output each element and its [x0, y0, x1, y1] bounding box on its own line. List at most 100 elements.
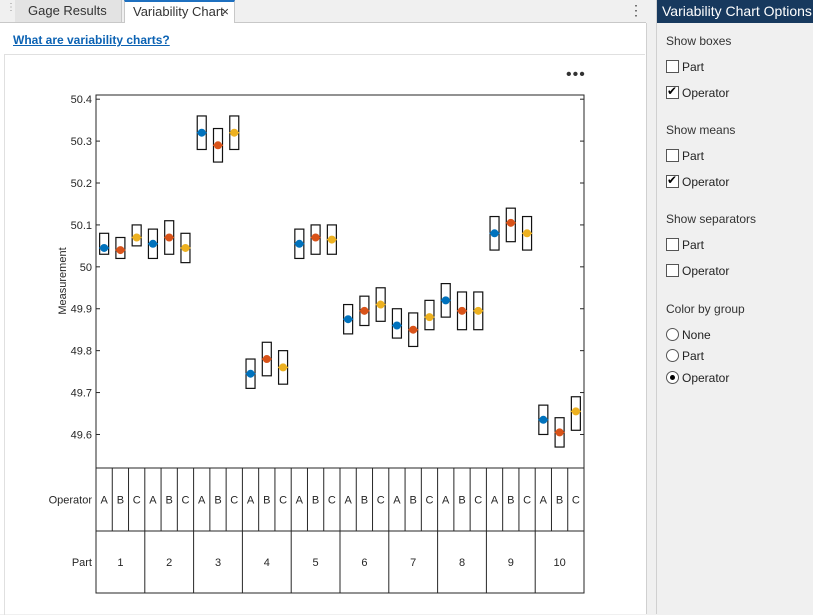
operator-label: A [491, 495, 499, 507]
operator-label: C [279, 495, 287, 507]
more-options-icon[interactable]: ⋮ [629, 2, 643, 18]
part-label: 10 [553, 557, 565, 569]
checkbox-icon[interactable] [666, 60, 679, 74]
operator-label: C [230, 495, 238, 507]
operator-label: B [263, 495, 270, 507]
operator-label: A [247, 495, 255, 507]
operator-label: C [377, 495, 385, 507]
operator-label: B [361, 495, 368, 507]
section-color-by-group: Color by group [666, 302, 745, 316]
checkbox-label: Part [682, 149, 705, 163]
y-tick-label: 50.4 [71, 94, 92, 106]
checkbox-separators-operator[interactable]: Operator [666, 264, 729, 278]
checkbox-separators-part[interactable]: Part [666, 238, 704, 252]
part-label: 4 [264, 557, 270, 569]
operator-label: A [344, 495, 352, 507]
variability-box [99, 232, 110, 255]
y-tick-label: 50 [80, 262, 92, 274]
operator-label: C [523, 495, 531, 507]
operator-label: B [312, 495, 319, 507]
checkbox-icon[interactable] [666, 264, 679, 278]
section-show-separators: Show separators [666, 212, 757, 226]
y-tick-label: 50.3 [71, 136, 92, 148]
options-panel: Variability Chart Options Show boxes Par… [656, 0, 813, 614]
part-label: 8 [459, 557, 465, 569]
checkbox-label: Operator [682, 175, 730, 189]
section-show-means: Show means [666, 123, 736, 137]
checkbox-label: Part [682, 238, 705, 252]
radio-label: Operator [682, 371, 730, 385]
close-icon[interactable]: × [221, 4, 229, 19]
operator-label: B [117, 495, 124, 507]
part-label: 2 [166, 557, 172, 569]
variability-box [391, 308, 403, 339]
variability-box [115, 236, 126, 260]
operator-label: B [556, 495, 563, 507]
operator-label: C [474, 495, 482, 507]
checkbox-checked-icon[interactable] [666, 173, 679, 189]
variability-box [505, 207, 516, 243]
part-label: 5 [313, 557, 319, 569]
tab-label: Variability Chart [133, 4, 224, 19]
operator-label: C [133, 495, 141, 507]
checkbox-boxes-operator[interactable]: Operator [666, 84, 730, 100]
y-tick-label: 49.7 [71, 388, 92, 400]
panel-title: Variability Chart Options [657, 0, 813, 23]
tab-gage-results[interactable]: Gage Results [15, 0, 122, 22]
variability-box [131, 224, 142, 247]
y-tick-label: 50.2 [71, 178, 92, 190]
y-tick-label: 50.1 [71, 220, 92, 232]
y-tick-label: 49.9 [71, 304, 92, 316]
checkbox-checked-icon[interactable] [666, 84, 679, 100]
y-tick-label: 49.8 [71, 346, 92, 358]
checkbox-icon[interactable] [666, 149, 679, 163]
operator-row-label: Operator [49, 495, 93, 507]
variability-box [570, 396, 581, 431]
part-label: 1 [117, 557, 123, 569]
checkbox-means-part[interactable]: Part [666, 149, 704, 163]
tab-label: Gage Results [28, 3, 107, 18]
checkbox-boxes-part[interactable]: Part [666, 60, 704, 74]
radio-color-part[interactable]: Part [666, 349, 704, 363]
operator-label: B [458, 495, 465, 507]
operator-label: B [507, 495, 514, 507]
checkbox-means-operator[interactable]: Operator [666, 173, 730, 189]
help-link[interactable]: What are variability charts? [13, 33, 170, 47]
y-tick-label: 49.6 [71, 429, 92, 441]
operator-label: A [149, 495, 157, 507]
operator-label: C [572, 495, 580, 507]
part-row-label: Part [72, 557, 92, 569]
radio-selected-icon[interactable] [666, 371, 679, 385]
radio-icon[interactable] [666, 349, 679, 363]
tab-variability-chart[interactable]: Variability Chart × [124, 0, 235, 23]
y-axis-label: Measurement [57, 247, 69, 314]
radio-icon[interactable] [666, 328, 679, 342]
operator-label: A [100, 495, 108, 507]
radio-color-none[interactable]: None [666, 328, 711, 342]
radio-color-operator[interactable]: Operator [666, 371, 729, 385]
section-show-boxes: Show boxes [666, 34, 732, 48]
operator-label: A [198, 495, 206, 507]
drag-grip-icon[interactable]: ⋮ [6, 2, 16, 13]
operator-label: A [393, 495, 401, 507]
operator-label: A [442, 495, 450, 507]
checkbox-label: Operator [682, 86, 730, 100]
operator-label: A [296, 495, 304, 507]
plot-area [95, 94, 585, 469]
operator-label: C [328, 495, 336, 507]
graph-frame [4, 54, 645, 615]
part-label: 6 [361, 557, 367, 569]
radio-label: None [682, 328, 711, 342]
variability-box [424, 299, 435, 331]
variability-box [310, 224, 321, 255]
axes-toolbar-icon[interactable]: ••• [566, 66, 586, 83]
part-label: 7 [410, 557, 416, 569]
tab-strip: ⋮ Gage Results Variability Chart × ⋮ [0, 0, 646, 23]
checkbox-label: Operator [682, 264, 730, 278]
checkbox-icon[interactable] [666, 238, 679, 252]
part-label: 9 [508, 557, 514, 569]
part-label: 3 [215, 557, 221, 569]
operator-label: C [181, 495, 189, 507]
radio-label: Part [682, 349, 705, 363]
checkbox-label: Part [682, 60, 705, 74]
